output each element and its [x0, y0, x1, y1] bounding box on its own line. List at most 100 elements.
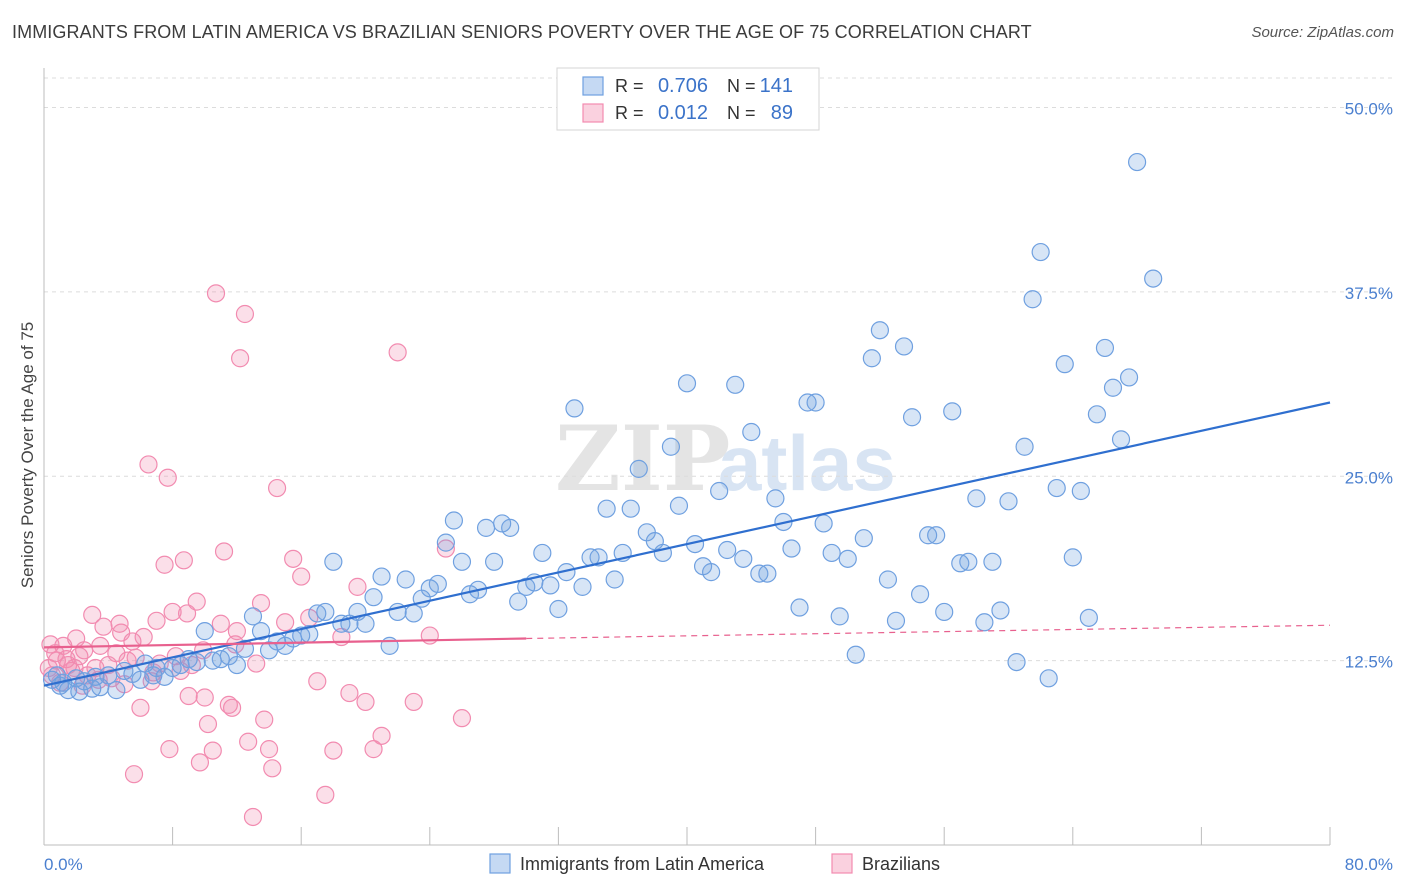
trendline-latin-america	[43, 401, 1331, 687]
y-tick-label: 37.5%	[1345, 284, 1393, 303]
data-point	[219, 695, 238, 714]
data-point	[190, 753, 210, 772]
data-point	[420, 626, 439, 645]
trendline-brazilians-extension	[526, 624, 1331, 640]
data-point	[139, 455, 158, 474]
data-point	[476, 518, 496, 537]
data-point	[975, 613, 994, 632]
y-tick-label: 25.0%	[1345, 468, 1393, 487]
data-point	[549, 599, 568, 619]
legend-r-label: R =	[615, 76, 644, 96]
data-point	[174, 551, 193, 570]
data-point	[227, 655, 246, 675]
data-point	[340, 683, 359, 703]
data-point	[501, 518, 520, 537]
data-point	[597, 499, 616, 518]
data-point	[124, 765, 144, 784]
legend-r-value: 0.012	[658, 102, 708, 124]
data-point	[316, 785, 335, 804]
data-point	[198, 714, 218, 734]
data-point	[1127, 152, 1147, 172]
data-point	[902, 408, 922, 427]
data-point	[846, 645, 865, 664]
data-point	[1079, 608, 1098, 627]
data-point	[203, 741, 222, 760]
chart-title: IMMIGRANTS FROM LATIN AMERICA VS BRAZILI…	[12, 22, 1032, 42]
data-point	[444, 511, 464, 530]
data-point	[251, 593, 271, 613]
data-point	[112, 623, 131, 642]
data-point	[742, 422, 761, 442]
data-point	[822, 543, 841, 563]
data-point	[235, 304, 255, 324]
data-point	[870, 321, 890, 340]
data-point	[160, 740, 179, 759]
data-point	[862, 349, 881, 368]
data-point	[983, 552, 1002, 571]
data-point	[814, 514, 833, 533]
data-point	[943, 402, 962, 421]
data-point	[710, 481, 729, 501]
data-point	[702, 563, 721, 582]
data-point	[158, 468, 177, 487]
data-point	[247, 654, 266, 673]
data-point	[284, 549, 303, 568]
data-point	[255, 710, 274, 729]
x-tick-label: 80.0%	[1345, 855, 1393, 874]
data-point	[276, 613, 295, 632]
data-point	[661, 437, 681, 456]
data-point	[605, 570, 624, 589]
data-point	[1111, 430, 1131, 449]
bottom-legend-label: Brazilians	[862, 854, 940, 874]
y-tick-label: 12.5%	[1345, 653, 1393, 672]
y-axis-title: Seniors Poverty Over the Age of 75	[18, 321, 37, 589]
data-point	[214, 542, 234, 561]
data-point	[1055, 355, 1074, 374]
legend-swatch	[582, 103, 604, 123]
legend-swatch	[582, 76, 604, 96]
data-point	[259, 740, 279, 759]
data-point	[243, 607, 263, 626]
data-point	[134, 627, 153, 647]
data-point	[364, 588, 383, 607]
data-point	[163, 602, 182, 622]
data-point	[239, 732, 258, 751]
data-point	[935, 602, 954, 622]
trendline-brazilians	[43, 637, 527, 649]
data-point	[316, 602, 335, 622]
data-point	[1023, 290, 1042, 309]
data-point	[766, 489, 785, 508]
data-point	[324, 552, 343, 571]
watermark-atlas: atlas	[718, 419, 896, 507]
data-point	[1119, 368, 1139, 387]
data-point	[838, 549, 857, 568]
data-point	[41, 635, 60, 654]
data-point	[1047, 478, 1066, 498]
y-tick-label: 50.0%	[1345, 100, 1393, 119]
data-point	[669, 496, 689, 515]
series-brazilians	[39, 284, 472, 827]
data-point	[1007, 652, 1026, 672]
legend-r-value: 0.706	[658, 75, 708, 97]
data-point	[131, 698, 150, 717]
data-point	[364, 740, 383, 759]
data-point	[388, 343, 407, 362]
data-point	[967, 489, 986, 508]
data-point	[222, 698, 242, 717]
data-point	[267, 478, 287, 498]
data-point	[292, 567, 311, 586]
data-point	[308, 672, 327, 691]
data-point	[806, 393, 825, 412]
data-point	[1095, 338, 1115, 358]
stats-legend-box	[556, 67, 820, 131]
data-point	[854, 529, 873, 548]
data-point	[782, 539, 801, 558]
data-point	[436, 533, 455, 552]
legend-n-value: 89	[771, 102, 793, 124]
data-point	[886, 611, 906, 630]
legend-n-value: 141	[760, 75, 793, 97]
data-point	[1031, 242, 1050, 262]
legend-r-label: R =	[615, 103, 644, 123]
data-point	[436, 539, 455, 558]
